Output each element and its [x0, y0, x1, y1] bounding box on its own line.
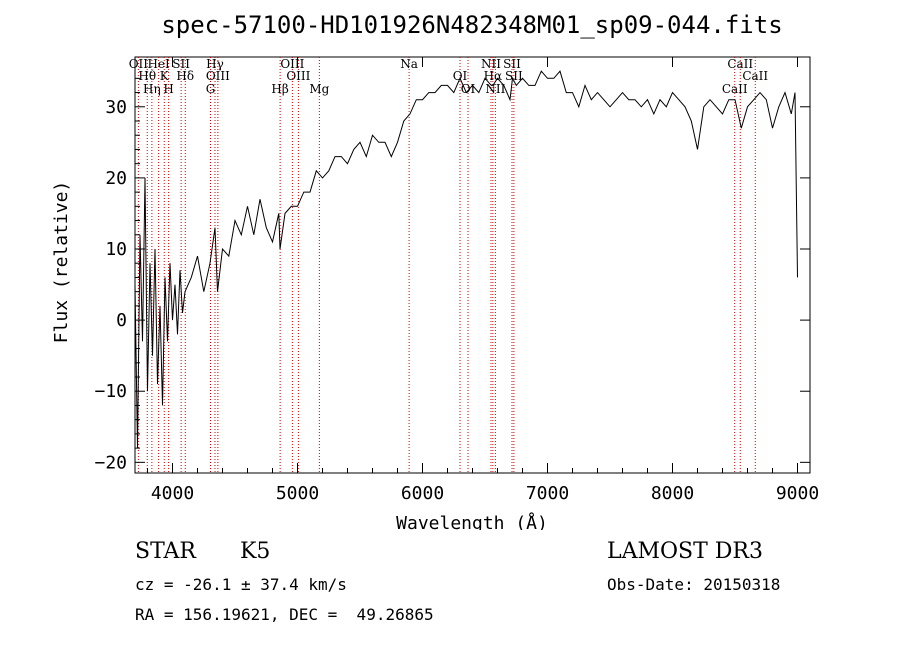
x-axis-label: Wavelength (Å)	[396, 512, 548, 530]
spectrum-line	[134, 70, 798, 449]
redshift-cz: cz = -26.1 ± 37.4 km/s	[135, 575, 347, 594]
marker-label-Mg: Mg	[309, 82, 329, 96]
y-tick-label: 10	[105, 239, 127, 260]
marker-label-CaII-8498: CaII	[722, 82, 748, 96]
chart-title: spec-57100-HD101926N482348M01_sp09-044.f…	[161, 11, 782, 39]
marker-label-NII-6583: NII	[485, 82, 505, 96]
marker-label-SII-6716: SII	[503, 57, 521, 71]
line-markers	[137, 57, 756, 473]
marker-label-OIII-4959: OIII	[280, 57, 304, 71]
y-axis-ticks: −20 −10 0 10 20 30	[94, 77, 810, 473]
marker-label-Na: Na	[400, 57, 418, 71]
marker-label-CaII-8542: CaII	[727, 57, 753, 71]
marker-label-Hθ: Hθ	[138, 69, 156, 83]
marker-label-Hη: Hη	[143, 82, 161, 96]
marker-label-OI-6300: OI	[453, 69, 468, 83]
marker-label-SII: SII	[172, 57, 190, 71]
marker-label-K: K	[160, 69, 170, 83]
object-class: STAR	[135, 539, 196, 564]
object-subclass: K5	[240, 539, 271, 564]
marker-label-OIII-4363: OIII	[206, 69, 230, 83]
x-tick-label: 5000	[276, 483, 319, 504]
marker-label-Hγ: Hγ	[206, 57, 224, 71]
y-axis-label: Flux (relative)	[51, 181, 72, 344]
x-tick-label: 4000	[151, 483, 194, 504]
y-tick-label: 0	[116, 310, 127, 331]
observation-date: Obs-Date: 20150318	[607, 575, 781, 594]
marker-label-OII: OII	[129, 57, 149, 71]
marker-label-HeI: HeI	[147, 57, 170, 71]
marker-label-CaII-8662: CaII	[742, 69, 768, 83]
ra-dec-coordinates: RA = 156.19621, DEC = 49.26865	[135, 605, 434, 624]
y-tick-label: −20	[94, 452, 127, 473]
y-tick-label: −10	[94, 381, 127, 402]
marker-label-H: H	[163, 82, 173, 96]
plot-frame	[134, 56, 811, 474]
marker-label-G: G	[206, 82, 216, 96]
marker-label-OIII-5007: OIII	[286, 69, 310, 83]
marker-label-Hδ: Hδ	[176, 69, 194, 83]
marker-label-Hβ: Hβ	[271, 82, 288, 96]
x-axis-ticks: 4000 5000 6000 7000 8000 9000	[147, 57, 819, 504]
y-tick-label: 20	[105, 168, 127, 189]
y-tick-label: 30	[105, 97, 127, 118]
x-tick-label: 8000	[651, 483, 694, 504]
survey-name: LAMOST DR3	[607, 539, 763, 564]
line-marker-labels: OIIHθHηHeIKHSIIHδGHγOIIIHβOIIIOIIIMgNaOI…	[129, 57, 769, 96]
x-tick-label: 7000	[526, 483, 569, 504]
x-tick-label: 6000	[401, 483, 444, 504]
marker-label-Hα: Hα	[484, 69, 503, 83]
marker-label-NII-6548: NII	[481, 57, 501, 71]
x-tick-label: 9000	[776, 483, 819, 504]
marker-label-SII-6731: SII	[505, 69, 523, 83]
spectrum-chart: spec-57100-HD101926N482348M01_sp09-044.f…	[51, 11, 819, 530]
